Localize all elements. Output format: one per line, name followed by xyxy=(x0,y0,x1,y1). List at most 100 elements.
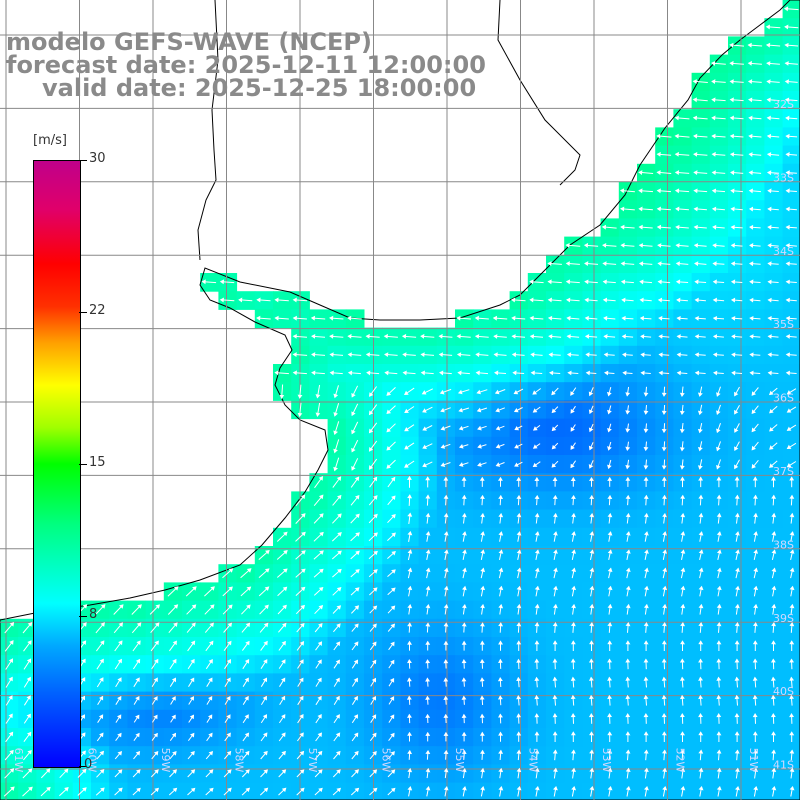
wind-arrow xyxy=(516,531,522,542)
wind-arrow xyxy=(711,206,725,212)
wind-arrow xyxy=(734,404,740,415)
wind-arrow xyxy=(785,224,797,230)
wind-arrow xyxy=(607,476,613,487)
wind-arrow xyxy=(602,297,616,303)
wind-arrow xyxy=(276,531,288,542)
wind-arrow xyxy=(461,767,467,779)
wind-arrow xyxy=(749,279,761,285)
wind-arrow xyxy=(747,60,762,66)
wind-arrow xyxy=(752,640,758,651)
wind-arrow xyxy=(259,604,269,615)
wind-arrow xyxy=(201,279,217,285)
wind-arrow xyxy=(771,731,777,742)
wind-arrow xyxy=(551,460,559,468)
wind-arrow xyxy=(480,603,485,615)
wind-arrow xyxy=(584,279,598,285)
wind-arrow xyxy=(493,352,507,358)
wind-arrow xyxy=(150,622,160,634)
wind-arrow xyxy=(187,787,196,796)
wind-arrow xyxy=(314,623,323,633)
wind-arrow xyxy=(516,622,522,633)
wind-arrow xyxy=(769,424,778,432)
wind-arrow xyxy=(59,768,69,779)
wind-arrow xyxy=(588,713,594,724)
wind-arrow xyxy=(621,334,634,339)
wind-arrow xyxy=(461,731,467,742)
wind-arrow xyxy=(589,622,595,633)
wind-arrow xyxy=(131,622,142,634)
wind-arrow xyxy=(698,512,704,524)
wind-arrow xyxy=(461,604,467,615)
wind-arrow xyxy=(571,567,577,579)
wind-arrow xyxy=(552,512,558,524)
wind-arrow xyxy=(607,423,612,433)
wind-arrow xyxy=(242,658,250,670)
wind-arrow xyxy=(789,549,795,561)
wind-arrow xyxy=(223,769,232,778)
wind-arrow xyxy=(422,406,433,413)
wind-arrow xyxy=(716,404,721,416)
wind-arrow xyxy=(552,713,558,724)
wind-arrow xyxy=(698,531,704,542)
wind-arrow xyxy=(734,676,740,688)
wind-arrow xyxy=(97,714,104,723)
wind-arrow xyxy=(747,42,763,48)
wind-arrow xyxy=(114,787,123,796)
wind-arrow xyxy=(785,115,798,121)
wind-arrow xyxy=(716,494,722,506)
wind-arrow xyxy=(350,587,360,596)
wind-arrow xyxy=(771,567,777,579)
wind-arrow xyxy=(785,152,798,157)
wind-arrow xyxy=(716,658,722,670)
wind-arrow xyxy=(313,531,324,542)
wind-arrow xyxy=(734,767,740,779)
wind-arrow xyxy=(589,603,595,615)
wind-arrow xyxy=(748,133,762,139)
wind-arrow xyxy=(113,622,124,634)
wind-arrow xyxy=(443,585,449,597)
wind-arrow xyxy=(241,604,251,615)
wind-arrow xyxy=(607,658,612,670)
wind-arrow xyxy=(551,406,559,414)
wind-arrow xyxy=(625,386,631,397)
wind-arrow xyxy=(734,386,740,397)
wind-arrow xyxy=(674,188,690,194)
wind-arrow xyxy=(711,188,726,194)
wind-arrow xyxy=(680,549,686,561)
wind-arrow xyxy=(511,334,526,339)
wind-arrow xyxy=(712,261,725,267)
wind-arrow xyxy=(151,696,158,705)
wind-arrow xyxy=(643,386,649,397)
wind-arrow xyxy=(407,659,412,669)
wind-arrow xyxy=(643,494,649,506)
lon-label: 57W xyxy=(306,748,319,773)
wind-arrow xyxy=(514,443,523,449)
wind-arrow xyxy=(498,549,504,561)
wind-arrow xyxy=(516,640,522,651)
wind-arrow xyxy=(551,387,559,396)
lon-label: 51W xyxy=(747,748,760,773)
wind-arrow xyxy=(789,476,795,488)
wind-arrow xyxy=(77,787,87,796)
wind-arrow xyxy=(133,750,141,760)
wind-arrow xyxy=(425,749,431,760)
wind-arrow xyxy=(607,713,612,724)
wind-arrow xyxy=(497,677,503,688)
wind-arrow xyxy=(680,494,686,506)
wind-arrow xyxy=(565,279,580,285)
wind-arrow xyxy=(5,658,14,670)
wind-arrow xyxy=(602,279,616,285)
wind-arrow xyxy=(168,640,177,652)
wind-arrow xyxy=(23,640,32,652)
wind-arrows xyxy=(3,6,799,797)
wind-arrow xyxy=(333,677,340,687)
wind-arrow xyxy=(643,476,649,487)
wind-arrow xyxy=(332,787,342,796)
wind-arrow xyxy=(716,512,722,524)
wind-arrow xyxy=(516,476,522,487)
wind-arrow xyxy=(222,604,233,615)
wind-arrow xyxy=(553,531,558,542)
wind-arrow xyxy=(169,677,176,687)
wind-arrow xyxy=(150,640,159,652)
wind-arrow xyxy=(771,603,777,615)
